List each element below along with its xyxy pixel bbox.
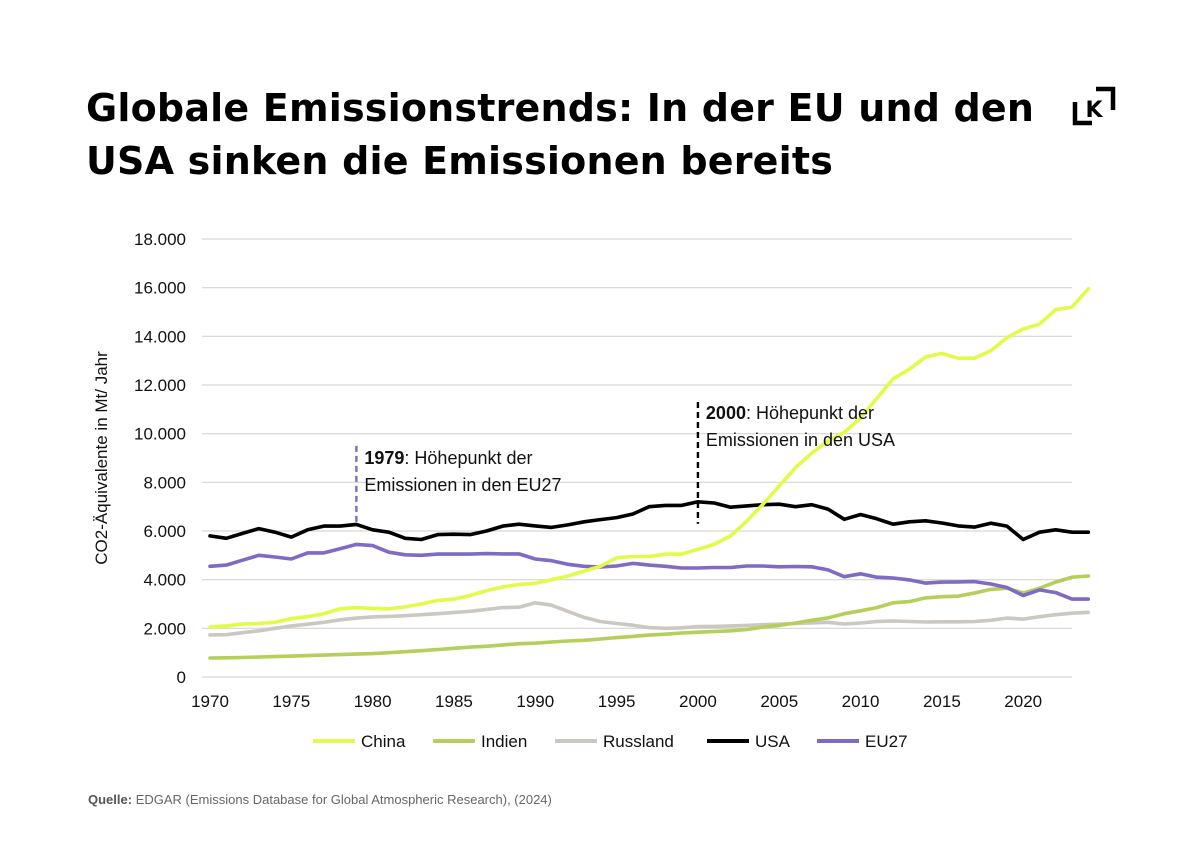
x-tick-label: 2010: [842, 692, 880, 711]
y-tick-label: 2.000: [143, 619, 186, 638]
annotation-text-1979: 1979: Höhepunkt der: [364, 448, 532, 468]
legend-label-usa: USA: [755, 732, 791, 751]
annotation-line2-1979: Emissionen in den EU27: [364, 475, 561, 495]
annotation-year: 2000: [706, 403, 746, 423]
series-line-indien: [208, 574, 1091, 660]
y-tick-label: 10.000: [134, 425, 186, 444]
series-line-eu27: [208, 542, 1091, 601]
legend-label-russland: Russland: [603, 732, 674, 751]
x-tick-label: 1990: [516, 692, 554, 711]
legend-label-indien: Indien: [481, 732, 527, 751]
y-tick-label: 14.000: [134, 327, 186, 346]
source-note: Quelle: EDGAR (Emissions Database for Gl…: [88, 792, 552, 807]
series-line-usa: [208, 499, 1091, 542]
y-tick-label: 6.000: [143, 522, 186, 541]
y-tick-label: 16.000: [134, 279, 186, 298]
annotation-year: 1979: [364, 448, 404, 468]
source-text: EDGAR (Emissions Database for Global Atm…: [135, 792, 552, 807]
annotation-line2-2000: Emissionen in den USA: [706, 430, 895, 450]
k-logo-icon: K: [1072, 86, 1116, 126]
y-tick-label: 8.000: [143, 473, 186, 492]
annotation-line1: : Höhepunkt der: [746, 403, 874, 423]
page-title: Globale Emissionstrends: In der EU und d…: [86, 86, 1035, 183]
y-tick-label: 4.000: [143, 571, 186, 590]
source-label: Quelle:: [88, 792, 133, 807]
legend-label-eu27: EU27: [865, 732, 908, 751]
x-tick-label: 2000: [679, 692, 717, 711]
x-tick-label: 1970: [191, 692, 229, 711]
series-line-russland: [208, 600, 1091, 637]
annotation-text-2000: 2000: Höhepunkt der: [706, 403, 874, 423]
y-axis-label: CO2-Äquivalente in Mt/ Jahr: [92, 351, 111, 565]
x-tick-label: 2020: [1004, 692, 1042, 711]
x-tick-label: 1985: [435, 692, 473, 711]
y-tick-label: 0: [177, 668, 186, 687]
x-tick-label: 1995: [598, 692, 636, 711]
x-tick-label: 1975: [272, 692, 310, 711]
series-line-china: [208, 287, 1091, 629]
legend-label-china: China: [361, 732, 406, 751]
logo-letter: K: [1085, 98, 1103, 123]
y-tick-label: 12.000: [134, 376, 186, 395]
x-tick-label: 1980: [354, 692, 392, 711]
x-tick-label: 2015: [923, 692, 961, 711]
y-tick-label: 18.000: [134, 230, 186, 249]
annotation-line1: : Höhepunkt der: [404, 448, 532, 468]
x-tick-label: 2005: [760, 692, 798, 711]
